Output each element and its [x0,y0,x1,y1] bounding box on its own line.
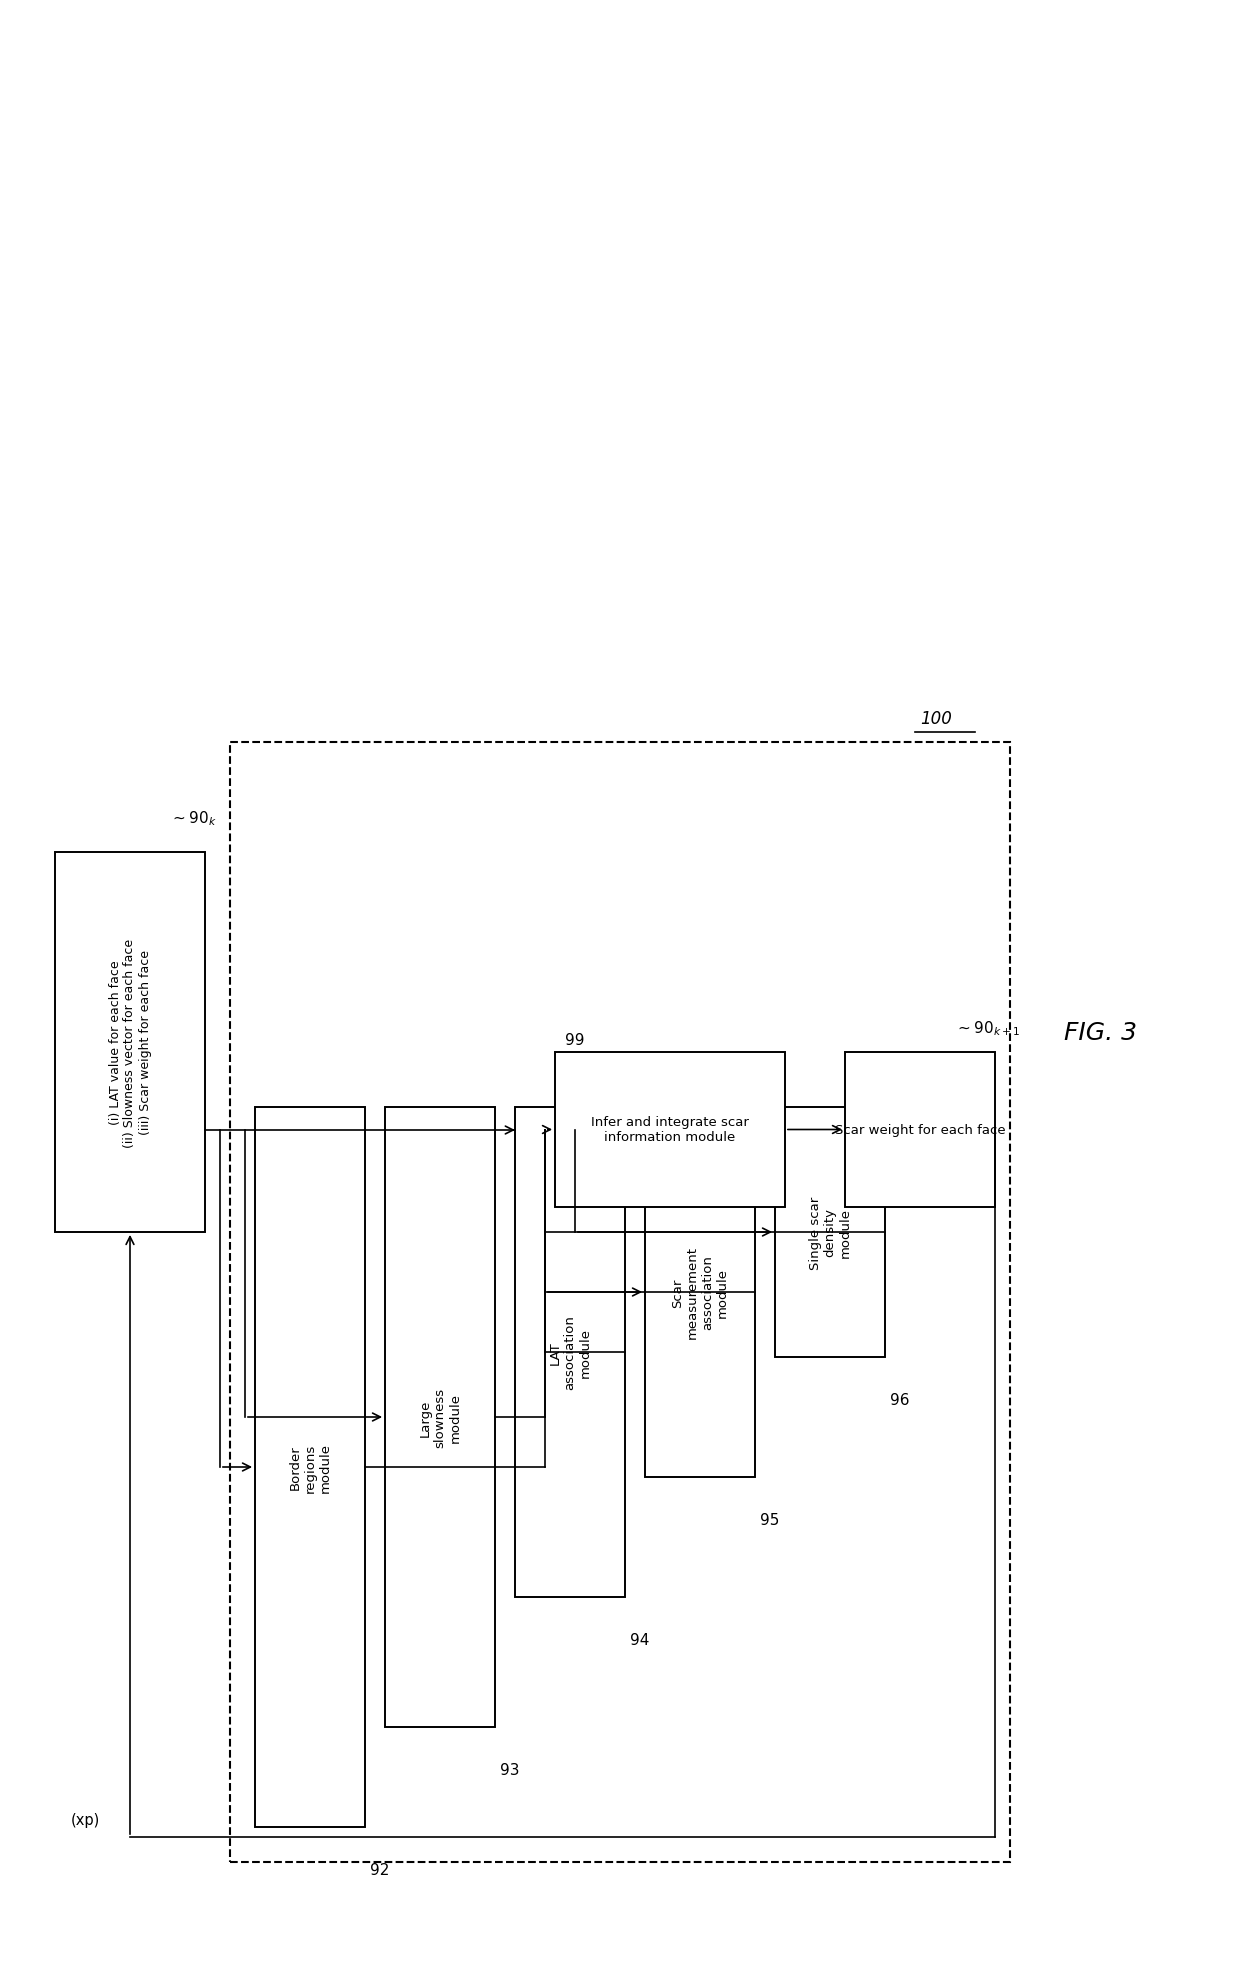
Text: 96: 96 [890,1391,909,1407]
Bar [55,852,205,1233]
Text: 92: 92 [370,1861,389,1877]
Text: Scar
measurement
association
module: Scar measurement association module [671,1247,729,1338]
Text: Large
slowness
module: Large slowness module [419,1387,461,1447]
Bar [556,1052,785,1207]
Text: 100: 100 [920,710,952,727]
Text: Infer and integrate scar
information module: Infer and integrate scar information mod… [591,1116,749,1144]
Text: 93: 93 [500,1762,520,1778]
Text: $\sim 90_k$: $\sim 90_k$ [170,809,217,828]
Bar [384,1108,495,1726]
Text: (xp): (xp) [71,1812,99,1827]
Text: Border
regions
module: Border regions module [289,1443,331,1492]
Text: Single scar
density
module: Single scar density module [808,1195,852,1268]
Text: 99: 99 [565,1033,584,1046]
Bar [255,1108,365,1827]
Text: LAT
association
module: LAT association module [548,1314,591,1389]
Bar [645,1108,755,1477]
Bar [775,1108,885,1358]
Text: FIG. 3: FIG. 3 [1064,1021,1137,1045]
Text: 95: 95 [760,1512,780,1528]
Text: $\sim 90_{k+1}$: $\sim 90_{k+1}$ [955,1019,1021,1037]
Bar [844,1052,994,1207]
Text: (i) LAT value for each face
(ii) Slowness vector for each face
(iii) Scar weight: (i) LAT value for each face (ii) Slownes… [109,937,151,1148]
Text: Scar weight for each face: Scar weight for each face [835,1124,1006,1136]
Text: 94: 94 [630,1631,650,1647]
Bar [515,1108,625,1597]
Bar [229,743,1011,1861]
